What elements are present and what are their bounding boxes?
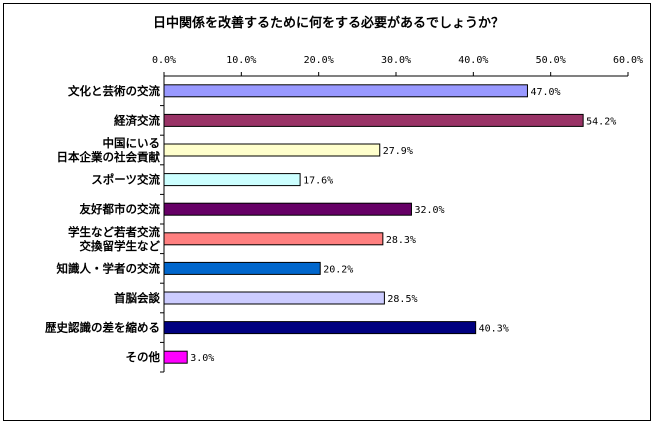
data-label: 54.2% [586, 116, 616, 127]
chart-title: 日中関係を改善するために何をする必要があるでしょうか？ [152, 16, 504, 31]
data-label: 47.0% [530, 87, 560, 98]
x-tick-label: 60.0% [613, 55, 643, 66]
data-label: 27.9% [383, 146, 413, 157]
bar [163, 232, 384, 246]
x-tick-label: 10.0% [226, 55, 256, 66]
category-label: 交換留学生など [80, 239, 161, 253]
data-label: 20.2% [323, 264, 353, 275]
data-label: 28.5% [387, 294, 417, 305]
category-label: 学生など若者交流 [68, 225, 160, 239]
data-label: 3.0% [190, 353, 214, 364]
bar [163, 143, 381, 157]
data-label: 40.3% [479, 324, 509, 335]
bar [163, 84, 528, 98]
category-label: 中国にいる [103, 136, 161, 150]
bar [163, 113, 584, 127]
data-label: 28.3% [386, 235, 416, 246]
x-tick-label: 30.0% [381, 55, 411, 66]
category-label: 歴史認識の差を縮める [45, 321, 160, 335]
bar [163, 261, 321, 275]
category-label: 文化と芸術の交流 [68, 84, 160, 98]
x-tick-label: 50.0% [536, 55, 566, 66]
bar [163, 291, 385, 305]
category-label: その他 [126, 350, 161, 364]
data-label: 17.6% [303, 176, 333, 187]
bar [163, 173, 301, 187]
category-label: 首脳会談 [114, 291, 160, 305]
bar [163, 202, 412, 216]
x-tick-label: 20.0% [304, 55, 334, 66]
data-label: 32.0% [414, 205, 444, 216]
x-tick-label: 40.0% [458, 55, 488, 66]
bar [163, 350, 188, 364]
category-label: 日本企業の社会貢献 [57, 150, 161, 164]
category-label: スポーツ交流 [91, 173, 160, 187]
category-label: 知識人・学者の交流 [56, 261, 161, 275]
x-tick-label: 0.0% [152, 55, 176, 66]
category-label: 経済交流 [114, 113, 160, 127]
bar [163, 321, 477, 335]
category-label: 友好都市の交流 [80, 202, 161, 216]
